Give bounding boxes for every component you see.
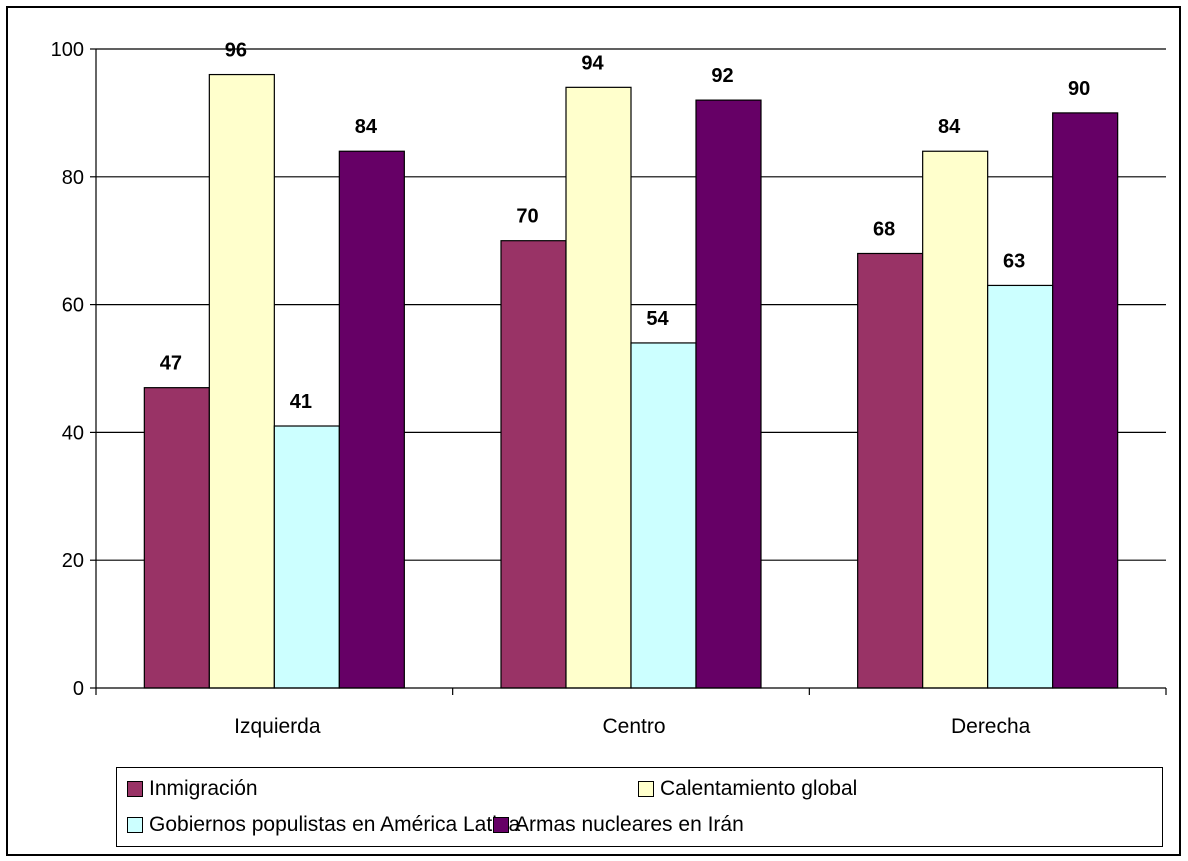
legend-label-gobiernos-populistas: Gobiernos populistas en América Latina	[149, 813, 521, 836]
data-label: 84	[355, 116, 378, 138]
bar	[630, 342, 697, 689]
bar	[500, 240, 567, 689]
data-label: 63	[1003, 250, 1025, 272]
y-tick-label: 0	[73, 678, 84, 700]
bar	[922, 150, 989, 689]
data-label: 47	[160, 353, 182, 375]
data-label: 96	[225, 40, 247, 62]
legend-label-armas-nucleares: Armas nucleares en Irán	[515, 813, 744, 836]
data-label: 84	[938, 116, 961, 138]
bar	[857, 252, 924, 689]
bar	[695, 99, 762, 689]
bar	[565, 86, 632, 689]
bar	[208, 73, 275, 689]
legend-item-armas-nucleares: Armas nucleares en Irán	[493, 807, 744, 843]
data-label: 94	[581, 52, 604, 74]
legend-swatch-gobiernos-populistas	[127, 817, 143, 833]
bar	[338, 150, 405, 689]
y-tick-label: 100	[51, 39, 84, 61]
data-label: 92	[711, 65, 733, 87]
bars	[143, 73, 1119, 689]
data-label: 54	[646, 308, 669, 330]
bar	[143, 387, 210, 689]
labels: 0 20 40 60 80 100 47 96 41 84 Izquierda 70 94 54 92 Cen…	[51, 39, 1091, 738]
legend-label-inmigracion: Inmigración	[149, 777, 258, 800]
bar	[1052, 112, 1119, 689]
x-category-label: Izquierda	[234, 715, 321, 738]
bar	[273, 425, 340, 689]
legend-swatch-calentamiento-global	[638, 781, 654, 797]
data-label: 70	[516, 206, 538, 228]
x-category-label: Centro	[602, 715, 665, 738]
x-category-label: Derecha	[951, 715, 1031, 738]
legend-swatch-armas-nucleares	[493, 817, 509, 833]
y-tick-label: 40	[62, 422, 84, 444]
y-tick-label: 80	[62, 167, 84, 189]
legend-item-inmigracion: Inmigración	[127, 771, 258, 807]
y-tick-label: 60	[62, 295, 84, 317]
data-label: 41	[290, 391, 312, 413]
legend: Inmigración Calentamiento global Gobiern…	[116, 767, 1163, 847]
legend-item-calentamiento-global: Calentamiento global	[638, 771, 857, 807]
y-tick-label: 20	[62, 550, 84, 572]
bar	[987, 284, 1054, 689]
data-label: 90	[1068, 78, 1090, 100]
legend-swatch-inmigracion	[127, 781, 143, 797]
data-label: 68	[873, 218, 895, 240]
legend-label-calentamiento-global: Calentamiento global	[660, 777, 858, 800]
legend-item-gobiernos-populistas: Gobiernos populistas en América Latina	[127, 807, 520, 843]
axes	[90, 48, 1167, 695]
